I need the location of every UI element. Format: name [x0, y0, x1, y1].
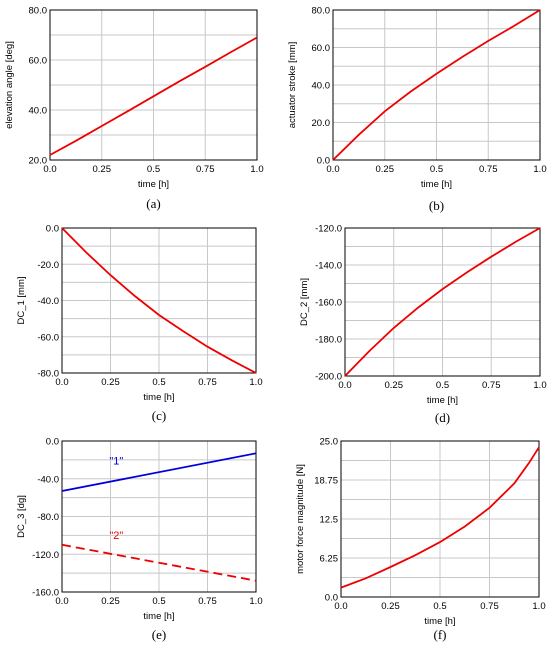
y-tick-label: 25.0 — [320, 437, 339, 448]
panel-label: (d) — [435, 410, 450, 425]
y-tick-label: 80.0 — [312, 6, 331, 17]
x-tick-label: 0.75 — [480, 601, 499, 612]
series-line — [61, 452, 257, 492]
y-tick-label: 20.0 — [29, 156, 48, 167]
series-annotation: "1" — [109, 456, 123, 468]
plot-frame — [332, 9, 541, 161]
y-tick-label: -200.0 — [315, 372, 342, 383]
chart-panel-1: 0.0 0.25 0.5 0.75 1.0 20.0 40.0 60.0 80.0 time [h… — [4, 6, 264, 212]
y-tick-label: -40.0 — [37, 296, 59, 307]
y-tick-label: 6.25 — [320, 554, 339, 565]
panel-label: (b) — [429, 198, 444, 213]
panel-label: (c) — [152, 408, 166, 423]
y-axis-label: actuator stroke [mm] — [287, 42, 298, 129]
x-tick-label: 0.75 — [482, 380, 501, 391]
x-axis-label: time [h] — [138, 179, 169, 190]
y-tick-label: -160.0 — [32, 588, 59, 599]
y-axis-label: DC_3 [dg] — [16, 495, 27, 538]
x-axis-label: time [h] — [143, 392, 174, 403]
y-tick-label: -80.0 — [37, 369, 59, 380]
x-tick-label: 0.0 — [338, 380, 351, 391]
x-tick-label: 0.5 — [152, 596, 165, 607]
series-line — [61, 543, 257, 582]
y-tick-label: -40.0 — [37, 474, 59, 485]
y-axis-label: motor force magnitude [N] — [295, 464, 306, 574]
y-tick-label: 80.0 — [29, 6, 48, 17]
x-tick-label: 0.0 — [334, 601, 347, 612]
series-line — [332, 9, 541, 161]
series-line — [340, 446, 540, 589]
y-tick-label: -120.0 — [32, 550, 59, 561]
x-tick-label: 0.75 — [196, 164, 215, 175]
x-tick-label: 1.0 — [533, 164, 546, 175]
y-tick-label: 12.5 — [320, 515, 339, 526]
x-tick-label: 0.5 — [152, 377, 165, 388]
series-line — [344, 227, 541, 377]
x-tick-label: 0.5 — [147, 164, 160, 175]
x-axis-label: time [h] — [427, 395, 458, 406]
x-tick-label: 0.75 — [479, 164, 498, 175]
x-tick-label: 0.25 — [376, 164, 395, 175]
y-axis-label: DC_2 [mm] — [299, 278, 310, 326]
y-tick-label: 0.0 — [46, 437, 59, 448]
x-tick-label: 1.0 — [533, 380, 546, 391]
x-tick-label: 1.0 — [249, 596, 262, 607]
x-axis-label: time [h] — [421, 179, 452, 190]
chart-panel-6: 0.0 0.25 0.5 0.75 1.0 0.0 6.25 12.5 18.75 25.0 tim… — [295, 437, 546, 643]
plot-frame — [61, 440, 257, 593]
x-tick-label: 0.75 — [198, 596, 217, 607]
y-tick-label: 20.0 — [312, 118, 331, 129]
y-tick-label: 0.0 — [46, 224, 59, 235]
x-tick-label: 0.5 — [430, 164, 443, 175]
x-axis-label: time [h] — [143, 611, 174, 622]
y-tick-label: 40.0 — [29, 106, 48, 117]
plot-frame — [49, 9, 258, 161]
y-tick-label: -180.0 — [315, 335, 342, 346]
panel-label: (f) — [434, 627, 447, 642]
y-tick-label: -160.0 — [315, 298, 342, 309]
chart-panel-4: 0.0 0.25 0.5 0.75 1.0 -200.0 -180.0 -160.0 -140.… — [299, 224, 547, 426]
x-tick-label: 0.0 — [43, 164, 56, 175]
chart-panel-3: 0.0 0.25 0.5 0.75 1.0 -80.0 -60.0 -40.0 -20.0 0.0… — [16, 224, 263, 424]
y-tick-label: 40.0 — [312, 81, 331, 92]
panel-label: (e) — [152, 627, 166, 642]
x-tick-label: 0.5 — [436, 380, 449, 391]
y-axis-label: DC_1 [mm] — [16, 276, 27, 324]
y-axis-label: elevation angle [deg] — [4, 41, 15, 129]
y-tick-label: -140.0 — [315, 261, 342, 272]
series-line — [49, 36, 258, 156]
y-tick-label: 0.0 — [325, 593, 338, 604]
panel-label: (a) — [146, 196, 160, 211]
y-tick-label: -20.0 — [37, 260, 59, 271]
y-tick-label: -120.0 — [315, 224, 342, 235]
x-tick-label: 0.25 — [385, 380, 404, 391]
x-tick-label: 1.0 — [250, 164, 263, 175]
x-axis-label: time [h] — [424, 616, 455, 627]
chart-panel-2: 0.0 0.25 0.5 0.75 1.0 0.0 20.0 40.0 60.0 80.0 time… — [287, 6, 547, 214]
x-tick-label: 0.25 — [381, 601, 400, 612]
y-tick-label: 60.0 — [312, 43, 331, 54]
plot-frame — [340, 440, 540, 598]
y-tick-label: -60.0 — [37, 332, 59, 343]
x-tick-label: 0.0 — [326, 164, 339, 175]
x-tick-label: 1.0 — [249, 377, 262, 388]
series-annotation: "2" — [109, 530, 123, 542]
x-tick-label: 0.25 — [101, 377, 120, 388]
x-tick-label: 1.0 — [532, 601, 545, 612]
y-tick-label: 18.75 — [314, 476, 338, 487]
x-tick-label: 0.0 — [55, 596, 68, 607]
series-line — [61, 227, 257, 374]
plot-frame — [61, 227, 257, 374]
x-tick-label: 0.25 — [101, 596, 120, 607]
x-tick-label: 0.0 — [55, 377, 68, 388]
plot-frame — [344, 227, 541, 377]
chart-panel-5: 0.0 0.25 0.5 0.75 1.0 -160.0 -120.0 -80.0 -40.0 0… — [16, 437, 263, 643]
x-tick-label: 0.25 — [93, 164, 112, 175]
x-tick-label: 0.75 — [198, 377, 217, 388]
y-tick-label: -80.0 — [37, 512, 59, 523]
y-tick-label: 0.0 — [317, 156, 330, 167]
y-tick-label: 60.0 — [29, 56, 48, 67]
x-tick-label: 0.5 — [433, 601, 446, 612]
